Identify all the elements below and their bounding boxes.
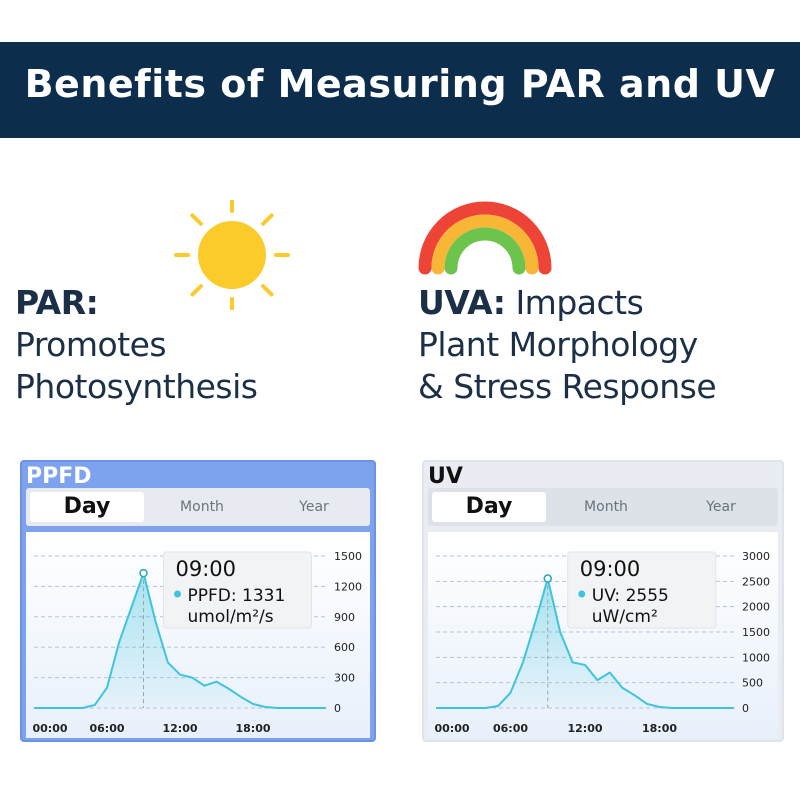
tooltip-value: UV: 2555 <box>592 586 669 606</box>
tooltip-time: 09:00 <box>176 557 237 581</box>
tooltip-unit: uW/cm² <box>592 607 658 627</box>
y-tick-label: 2500 <box>742 575 770 588</box>
tooltip-unit: umol/m²/s <box>188 607 274 627</box>
x-tick-label: 12:00 <box>567 722 602 735</box>
ppfd-panel: PPFD Day Month Year 0 300 600 900 1200 1500 00… <box>20 460 376 742</box>
highlight-point <box>543 574 552 583</box>
y-tick-label: 2000 <box>742 601 770 614</box>
uva-line-2: Plant Morphology <box>418 325 698 364</box>
y-tick-label: 1000 <box>742 651 770 664</box>
tooltip-box <box>163 551 312 629</box>
x-tick-label: 18:00 <box>235 722 270 735</box>
par-heading: PAR: <box>15 283 99 322</box>
series-area <box>436 578 734 708</box>
uva-line-3: & Stress Response <box>418 367 717 406</box>
ppfd-panel-title: PPFD <box>26 464 92 489</box>
x-tick-label: 12:00 <box>162 722 197 735</box>
sun-ray <box>261 213 274 226</box>
uv-panel: UV Day Month Year 0 500 1000 1500 2000 2500 30… <box>422 460 784 742</box>
uv-panel-title: UV <box>428 464 463 489</box>
par-line-2: Photosynthesis <box>15 367 258 406</box>
y-tick-label: 900 <box>334 611 355 624</box>
sun-ray <box>190 213 203 226</box>
ppfd-chart: 0 300 600 900 1200 1500 00:00 06:00 12:00 18:00 09… <box>26 532 370 738</box>
tab-year[interactable]: Year <box>299 499 329 515</box>
tab-month[interactable]: Month <box>180 499 224 515</box>
ppfd-chart-svg: 0 300 600 900 1200 1500 00:00 06:00 12:00 18:00 09… <box>26 532 370 738</box>
x-tick-label: 06:00 <box>89 722 124 735</box>
y-tick-label: 0 <box>334 702 341 715</box>
par-line-1: Promotes <box>15 325 167 364</box>
sun-icon <box>174 200 290 310</box>
par-feature: PAR: Promotes Photosynthesis <box>15 282 345 408</box>
tooltip-value: PPFD: 1331 <box>188 586 286 606</box>
uva-line-1: Impacts <box>505 283 644 322</box>
y-tick-label: 500 <box>742 677 763 690</box>
series-line <box>34 572 326 709</box>
sun-ray <box>190 284 203 297</box>
x-tick-label: 00:00 <box>32 722 67 735</box>
uv-tabs: Day Month Year <box>428 488 778 526</box>
tab-day[interactable]: Day <box>30 492 144 522</box>
tooltip-dot <box>578 590 586 598</box>
series-area <box>34 573 326 708</box>
y-tick-label: 3000 <box>742 550 770 563</box>
y-tick-label: 0 <box>742 702 749 715</box>
tab-year[interactable]: Year <box>706 499 736 515</box>
highlight-point <box>139 568 148 578</box>
sun-ray <box>261 284 274 297</box>
y-tick-label: 1500 <box>334 550 362 563</box>
x-tick-label: 18:00 <box>642 722 677 735</box>
y-tick-label: 1200 <box>334 580 362 593</box>
tab-month[interactable]: Month <box>584 499 628 515</box>
x-tick-label: 06:00 <box>493 722 528 735</box>
x-tick-label: 00:00 <box>434 722 469 735</box>
rainbow-icon <box>418 201 552 275</box>
tab-day[interactable]: Day <box>432 492 546 522</box>
tooltip-box <box>567 551 717 629</box>
y-tick-label: 600 <box>334 641 355 654</box>
uv-chart-svg: 0 500 1000 1500 2000 2500 3000 00:00 06:00 12:00 1… <box>428 532 778 738</box>
series-line <box>436 577 734 709</box>
y-tick-label: 1500 <box>742 626 770 639</box>
header-banner: Benefits of Measuring PAR and UV <box>0 42 800 138</box>
y-tick-label: 300 <box>334 672 355 685</box>
uva-heading: UVA: <box>418 283 506 322</box>
ppfd-tabs: Day Month Year <box>26 488 370 526</box>
tooltip-dot <box>174 590 181 598</box>
uva-feature: UVA: Impacts Plant Morphology & Stress R… <box>418 282 798 408</box>
tooltip-time: 09:00 <box>580 557 641 581</box>
uv-chart: 0 500 1000 1500 2000 2500 3000 00:00 06:00 12:00 1… <box>428 532 778 738</box>
page-title: Benefits of Measuring PAR and UV <box>24 62 776 106</box>
